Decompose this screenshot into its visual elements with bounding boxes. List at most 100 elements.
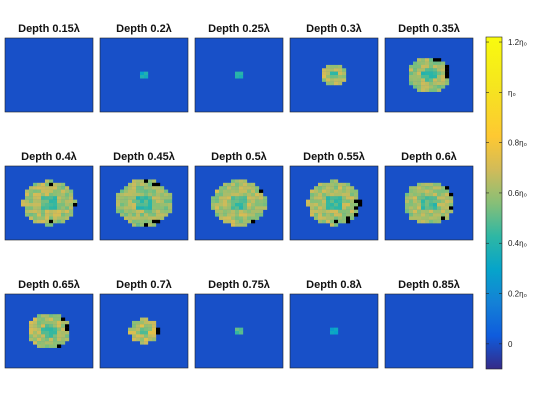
heatmap-cell xyxy=(330,219,335,224)
heatmap-cell xyxy=(215,199,220,204)
heatmap-cell xyxy=(53,199,58,204)
heatmap-panel: Depth 0.55λ xyxy=(289,151,379,241)
heatmap-cell xyxy=(445,209,450,214)
heatmap-cell xyxy=(57,320,62,325)
heatmap-cell xyxy=(211,203,216,207)
heatmap-cell xyxy=(144,71,149,76)
heatmap-cell xyxy=(310,192,315,197)
heatmap-cell xyxy=(37,219,42,224)
heatmap-cell xyxy=(37,192,42,197)
heatmap-cell xyxy=(53,182,58,187)
heatmap-cell xyxy=(330,331,335,335)
heatmap-cell xyxy=(326,189,331,194)
heatmap-cell xyxy=(409,192,414,197)
heatmap-cell xyxy=(29,337,34,342)
heatmap-cell xyxy=(326,213,331,217)
heatmap-cell xyxy=(128,196,133,200)
heatmap-cell xyxy=(342,78,347,82)
heatmap-cell xyxy=(350,192,355,197)
heatmap-cell xyxy=(421,58,426,62)
heatmap-cell xyxy=(334,75,339,79)
heatmap-cell xyxy=(255,213,260,217)
heatmap-cell xyxy=(223,196,228,200)
heatmap-cell xyxy=(239,219,244,224)
heatmap-cell xyxy=(227,199,232,204)
heatmap-cell xyxy=(49,192,54,197)
heatmap-cell xyxy=(429,199,434,204)
heatmap-cell xyxy=(263,206,268,210)
heatmap-cell xyxy=(433,209,438,214)
heatmap-cell xyxy=(421,81,426,86)
heatmap-cell xyxy=(152,216,157,220)
heatmap-cell xyxy=(421,206,426,210)
heatmap-cell xyxy=(425,68,430,72)
heatmap-cell xyxy=(425,78,430,82)
panel-title: Depth 0.55λ xyxy=(303,151,365,163)
colorbar-tick-label: 1.2η₀ xyxy=(508,38,527,47)
heatmap-cell xyxy=(433,196,438,200)
panel-title: Depth 0.15λ xyxy=(18,23,80,35)
heatmap-cell xyxy=(41,327,46,332)
colorbar: 0 0.2η₀ 0.4η₀ 0.6η₀ 0.8η₀ η₀ 1.2η₀ xyxy=(485,36,527,370)
heatmap-cell xyxy=(358,203,363,207)
heatmap-cell xyxy=(413,189,418,194)
heatmap-cell xyxy=(25,213,30,217)
panel-frame xyxy=(384,293,474,369)
heatmap-cell xyxy=(136,223,141,227)
heatmap-cell xyxy=(140,209,145,214)
heatmap-cell xyxy=(338,203,343,207)
heatmap-cell xyxy=(239,182,244,187)
heatmap-cell xyxy=(57,189,62,194)
heatmap-cell xyxy=(45,337,50,342)
heatmap-cell xyxy=(322,192,327,197)
heatmap-cell xyxy=(57,192,62,197)
heatmap-cell xyxy=(421,209,426,214)
heatmap-cell xyxy=(33,331,38,335)
panel-title: Depth 0.4λ xyxy=(21,151,77,163)
heatmap-cell xyxy=(421,75,426,79)
heatmap-cell xyxy=(128,206,133,210)
heatmap-cell xyxy=(255,216,260,220)
heatmap-cell xyxy=(41,324,46,328)
heatmap-cell xyxy=(219,189,224,194)
heatmap-cell xyxy=(49,314,54,318)
heatmap-cell xyxy=(437,78,442,82)
heatmap-cell xyxy=(251,199,256,204)
heatmap-cell xyxy=(49,344,54,348)
heatmap-cell xyxy=(211,199,216,204)
heatmap-cell xyxy=(417,78,422,82)
heatmap-cell xyxy=(429,196,434,200)
heatmap-cell xyxy=(421,88,426,92)
heatmap-cell xyxy=(243,199,248,204)
heatmap-cell xyxy=(156,186,161,190)
heatmap-cell xyxy=(144,213,149,217)
heatmap-cell xyxy=(441,189,446,194)
heatmap-cell xyxy=(53,314,58,318)
panel-frame xyxy=(4,37,94,113)
heatmap-cell xyxy=(243,186,248,190)
heatmap-cell xyxy=(330,81,335,86)
heatmap-cell xyxy=(417,203,422,207)
heatmap-cell xyxy=(239,331,244,335)
heatmap-cell xyxy=(57,337,62,342)
heatmap-cell xyxy=(263,199,268,204)
heatmap-cell xyxy=(41,314,46,318)
heatmap-cell xyxy=(235,331,240,335)
heatmap-cell xyxy=(132,206,137,210)
heatmap-cell xyxy=(421,199,426,204)
heatmap-cell xyxy=(409,196,414,200)
heatmap-cell xyxy=(445,81,450,86)
heatmap-cell xyxy=(136,331,141,335)
heatmap-cell xyxy=(144,341,149,345)
heatmap-cell xyxy=(425,75,430,79)
heatmap-cell xyxy=(116,203,121,207)
heatmap-cell xyxy=(49,179,54,183)
heatmap-cell xyxy=(239,199,244,204)
heatmap-cell xyxy=(318,189,323,194)
heatmap-cell xyxy=(33,324,38,328)
heatmap-cell xyxy=(433,192,438,197)
heatmap-cell xyxy=(354,206,359,210)
heatmap-cell xyxy=(437,88,442,92)
heatmap-cell xyxy=(330,179,335,183)
heatmap-cell xyxy=(413,216,418,220)
